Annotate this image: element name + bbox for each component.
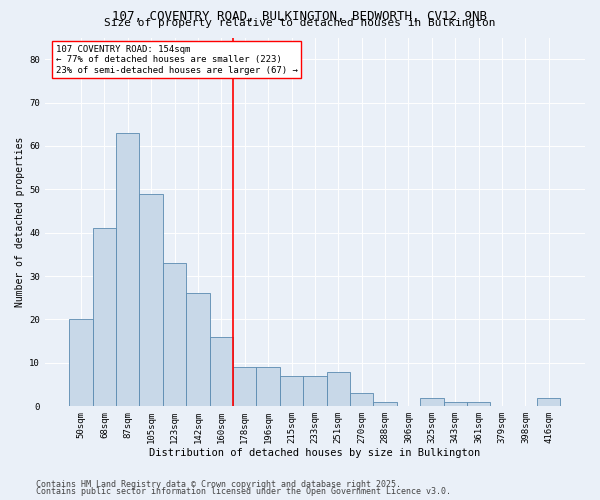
Bar <box>303 376 326 406</box>
Bar <box>256 367 280 406</box>
Text: Size of property relative to detached houses in Bulkington: Size of property relative to detached ho… <box>104 18 496 28</box>
Bar <box>233 367 256 406</box>
Bar <box>139 194 163 406</box>
Bar <box>93 228 116 406</box>
Bar <box>373 402 397 406</box>
Text: 107, COVENTRY ROAD, BULKINGTON, BEDWORTH, CV12 9NB: 107, COVENTRY ROAD, BULKINGTON, BEDWORTH… <box>113 10 487 23</box>
Bar <box>420 398 443 406</box>
Bar <box>443 402 467 406</box>
Bar <box>280 376 303 406</box>
Y-axis label: Number of detached properties: Number of detached properties <box>15 136 25 307</box>
Bar <box>186 294 209 406</box>
Bar <box>326 372 350 406</box>
Bar <box>209 337 233 406</box>
Bar <box>116 133 139 406</box>
Bar <box>163 263 186 406</box>
Bar <box>537 398 560 406</box>
Bar <box>350 393 373 406</box>
Text: Contains HM Land Registry data © Crown copyright and database right 2025.: Contains HM Land Registry data © Crown c… <box>36 480 401 489</box>
X-axis label: Distribution of detached houses by size in Bulkington: Distribution of detached houses by size … <box>149 448 481 458</box>
Bar <box>467 402 490 406</box>
Bar <box>70 320 93 406</box>
Text: 107 COVENTRY ROAD: 154sqm
← 77% of detached houses are smaller (223)
23% of semi: 107 COVENTRY ROAD: 154sqm ← 77% of detac… <box>56 45 298 74</box>
Text: Contains public sector information licensed under the Open Government Licence v3: Contains public sector information licen… <box>36 487 451 496</box>
